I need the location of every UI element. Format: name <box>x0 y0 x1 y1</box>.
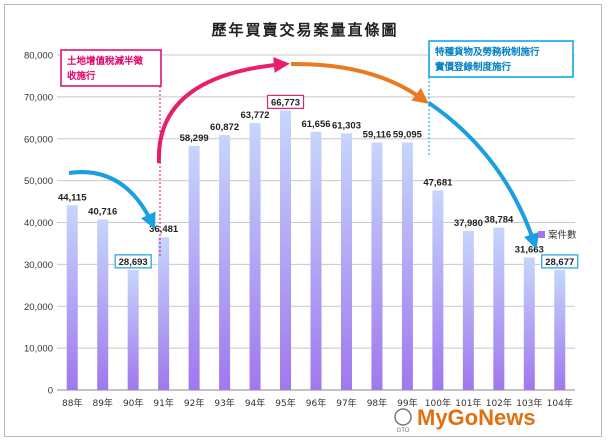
bar-99年 <box>401 142 413 390</box>
mygonews-logo: GTO MyGoNews <box>394 405 536 434</box>
y-tick-label: 40,000 <box>24 218 53 229</box>
value-label: 37,980 <box>454 218 483 229</box>
x-tick-label: 93年 <box>214 397 234 409</box>
x-tick-label: 103年 <box>516 397 542 409</box>
value-label: 28,677 <box>545 257 574 268</box>
annotation-luxury-tax-line2: 實價登錄制度施行 <box>435 61 512 73</box>
x-tick-label: 92年 <box>184 397 204 409</box>
decline-arrow-right <box>427 101 540 250</box>
bar-93年 <box>219 135 231 390</box>
annotation-luxury-tax-line1: 特種貨物及勞務稅制施行 <box>435 46 540 58</box>
y-tick-label: 60,000 <box>24 134 53 145</box>
annotation-land-tax-line1: 土地增值稅減半徵 <box>67 55 144 67</box>
legend-label: 案件數 <box>548 229 577 241</box>
decline-arrow-left <box>68 170 156 230</box>
annotation-land-tax: 土地增值稅減半徵 收施行 <box>60 49 162 257</box>
chart-frame: 歷年買賣交易案量直條圖 0 10,000 20,000 30,000 40,000 50,… <box>4 4 602 437</box>
value-label: 61,303 <box>332 120 361 131</box>
x-tick-label: 88年 <box>62 397 82 409</box>
x-tick-label: 89年 <box>92 397 112 409</box>
chart-title: 歷年買賣交易案量直條圖 <box>211 21 398 39</box>
x-tick-label: 96年 <box>306 397 326 409</box>
value-label: 59,116 <box>363 129 392 140</box>
value-label: 59,095 <box>393 130 423 141</box>
x-tick-label: 100年 <box>425 397 451 409</box>
value-label: 60,872 <box>210 122 239 133</box>
y-tick-label: 20,000 <box>24 302 53 313</box>
bars <box>66 110 566 391</box>
value-highlight-box <box>114 254 152 269</box>
value-label: 63,772 <box>241 110 270 121</box>
value-label: 31,663 <box>515 244 544 255</box>
value-label: 38,784 <box>484 215 514 226</box>
x-tick-label: 104年 <box>547 397 573 409</box>
bar-103年 <box>523 257 535 390</box>
legend: 案件數 <box>538 229 577 241</box>
value-label: 40,716 <box>88 207 117 218</box>
y-tick-label: 0 <box>48 386 53 397</box>
bar-94年 <box>249 122 261 391</box>
bar-88年 <box>66 205 78 390</box>
value-label: 66,773 <box>271 97 300 108</box>
svg-text:GTO: GTO <box>397 428 410 434</box>
bar-102年 <box>493 227 505 390</box>
bar-chart: 歷年買賣交易案量直條圖 0 10,000 20,000 30,000 40,000 50,… <box>24 21 579 434</box>
value-label: 28,693 <box>119 257 148 268</box>
x-tick-label: 97年 <box>336 397 356 409</box>
x-tick-label: 102年 <box>486 397 512 409</box>
x-tick-label: 98年 <box>367 397 387 409</box>
x-tick-label: 99年 <box>397 397 417 409</box>
y-axis-ticks: 0 10,000 20,000 30,000 40,000 50,000 60,000 70,… <box>24 51 53 397</box>
x-tick-label: 101年 <box>455 397 481 409</box>
y-tick-label: 30,000 <box>24 260 53 271</box>
value-label: 61,656 <box>301 119 330 130</box>
bar-104年 <box>554 269 566 390</box>
bar-90年 <box>127 269 139 390</box>
bar-95年 <box>280 110 292 390</box>
value-label: 44,115 <box>58 192 87 203</box>
value-highlight-box <box>541 254 579 269</box>
y-tick-label: 80,000 <box>24 51 53 62</box>
bar-89年 <box>97 219 109 390</box>
legend-swatch <box>538 231 545 238</box>
svg-text:MyGoNews: MyGoNews <box>417 405 536 430</box>
plateau-arrow <box>290 61 429 104</box>
x-tick-label: 95年 <box>275 397 295 409</box>
x-tick-label: 90年 <box>123 397 143 409</box>
bar-98年 <box>371 142 383 390</box>
x-axis-ticks: 88年 89年 90年 91年 92年 93年 94年 95年 96年 97年 98年 99年 100年… <box>62 397 573 409</box>
annotation-luxury-tax: 特種貨物及勞務稅制施行 實價登錄制度施行 <box>428 40 574 155</box>
value-label: 36,481 <box>149 224 179 235</box>
bar-97年 <box>340 133 352 390</box>
value-label: 58,299 <box>180 133 209 144</box>
annotation-land-tax-line2: 收施行 <box>67 70 96 82</box>
y-tick-label: 70,000 <box>24 92 53 103</box>
bar-92年 <box>188 145 200 390</box>
y-tick-label: 10,000 <box>24 344 53 355</box>
bar-101年 <box>462 230 474 390</box>
x-tick-label: 91年 <box>153 397 173 409</box>
value-highlight-box <box>266 94 305 109</box>
x-tick-label: 94年 <box>245 397 265 409</box>
value-label: 47,681 <box>423 177 453 188</box>
y-tick-label: 50,000 <box>24 176 53 187</box>
bar-96年 <box>310 131 322 390</box>
bar-100年 <box>432 190 444 390</box>
bar-91年 <box>158 237 170 390</box>
